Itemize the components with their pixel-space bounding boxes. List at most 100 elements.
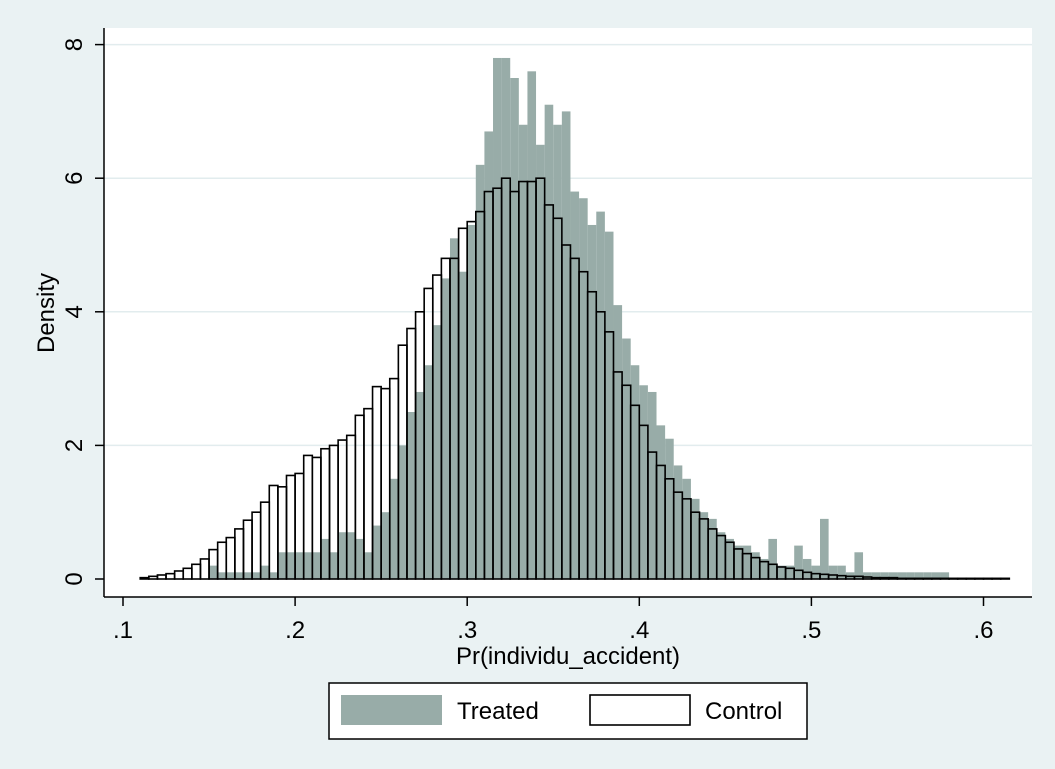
- treated-bar-64: [690, 498, 700, 579]
- control-bar-85: [870, 576, 882, 580]
- control-bar-98: [982, 577, 993, 580]
- treated-bar-20: [312, 552, 321, 579]
- control-bar-91: [922, 577, 933, 580]
- control-bar-95: [956, 577, 968, 580]
- treated-bar-27: [372, 525, 382, 579]
- treated-bar-56: [622, 338, 631, 579]
- treated-bar-74: [776, 565, 786, 579]
- treated-bar-49: [561, 111, 571, 580]
- treated-bar-65: [699, 512, 709, 579]
- treated-bar-52: [587, 224, 597, 579]
- y-tick-label-0: 0: [61, 572, 88, 585]
- treated-bar-54: [604, 231, 614, 579]
- treated-bar-12: [243, 572, 253, 579]
- treated-bar-71: [751, 552, 760, 579]
- control-bar-100: [999, 577, 1011, 580]
- x-tick-label-4: .5: [801, 617, 821, 644]
- treated-bar-36: [449, 238, 459, 579]
- treated-bar-24: [346, 532, 356, 579]
- treated-bar-19: [303, 552, 313, 579]
- y-axis-title: Density: [33, 273, 60, 353]
- treated-bar-33: [424, 365, 433, 579]
- treated-bar-59: [647, 391, 657, 579]
- treated-bar-44: [518, 124, 528, 579]
- tick-labels: .1 .2 .3 .4 .5 .6 0 2 4 6 8: [61, 38, 994, 644]
- treated-bar-45: [527, 71, 537, 579]
- treated-bar-17: [286, 552, 296, 579]
- control-bar-97: [974, 577, 985, 580]
- treated-bar-79: [820, 518, 829, 579]
- treated-bar-15: [269, 572, 278, 579]
- treated-bar-93: [940, 572, 950, 579]
- control-bar-88: [896, 577, 907, 580]
- treated-bar-9: [217, 572, 227, 579]
- control-bar-99: [991, 577, 1002, 580]
- treated-bar-75: [785, 565, 795, 579]
- x-axis-title: Pr(individu_accident): [456, 643, 680, 670]
- x-tick-label-1: .2: [285, 617, 305, 644]
- treated-bar-34: [432, 325, 442, 579]
- treated-bar-84: [863, 572, 872, 579]
- treated-bar-60: [656, 425, 666, 579]
- treated-bar-43: [510, 78, 519, 579]
- treated-bar-47: [544, 104, 554, 579]
- treated-bar-14: [260, 565, 270, 579]
- treated-bar-13: [252, 572, 261, 579]
- treated-bar-35: [441, 278, 450, 579]
- treated-bar-41: [493, 57, 502, 579]
- axes: [95, 28, 1032, 606]
- treated-bar-28: [381, 512, 390, 579]
- treated-bar-91: [923, 572, 932, 579]
- treated-bar-83: [854, 552, 864, 579]
- treated-bar-55: [613, 305, 623, 579]
- x-tick-label-0: .1: [113, 617, 133, 644]
- treated-bar-90: [914, 572, 924, 579]
- treated-bar-81: [837, 565, 846, 579]
- treated-bar-89: [906, 572, 915, 579]
- treated-bar-57: [630, 365, 640, 579]
- treated-bar-38: [467, 224, 476, 579]
- treated-bar-78: [811, 565, 821, 579]
- treated-bar-69: [733, 545, 743, 579]
- treated-bar-77: [802, 558, 812, 579]
- treated-bar-46: [536, 144, 545, 580]
- control-bar-0: [139, 576, 150, 580]
- treated-bar-25: [355, 538, 364, 579]
- legend-label-treated: Treated: [457, 698, 539, 725]
- treated-bar-85: [871, 572, 881, 579]
- treated-bar-86: [880, 572, 889, 579]
- control-bar-89: [905, 577, 916, 580]
- treated-bar-58: [639, 385, 648, 579]
- treated-bar-76: [794, 545, 803, 579]
- treated-bar-63: [682, 478, 691, 579]
- treated-bar-37: [458, 271, 468, 579]
- control-bar-96: [965, 577, 976, 580]
- treated-bar-31: [406, 412, 416, 579]
- y-tick-label-4: 8: [61, 38, 88, 51]
- treated-bar-39: [475, 164, 485, 579]
- legend-label-control: Control: [705, 698, 782, 725]
- treated-bar-61: [665, 438, 674, 579]
- treated-bar-66: [708, 518, 717, 579]
- y-tick-label-3: 6: [61, 172, 88, 185]
- control-bar-94: [948, 577, 959, 580]
- treated-bar-92: [931, 572, 941, 579]
- control-bar-93: [939, 577, 950, 580]
- control-bar-86: [879, 576, 890, 580]
- y-tick-label-2: 4: [61, 305, 88, 318]
- treated-bar-67: [716, 532, 726, 579]
- treated-bar-87: [888, 572, 898, 579]
- treated-bar-29: [389, 478, 399, 579]
- treated-bar-16: [277, 552, 287, 579]
- treated-bar-62: [673, 465, 683, 579]
- control-bars: [139, 177, 1011, 580]
- treated-bar-32: [415, 391, 425, 579]
- treated-bars: [209, 57, 950, 580]
- treated-bar-10: [226, 572, 235, 579]
- treated-bar-70: [742, 545, 752, 579]
- treated-bar-30: [398, 445, 407, 579]
- treated-bar-21: [320, 538, 330, 579]
- treated-bar-80: [828, 565, 838, 579]
- treated-bar-8: [209, 565, 218, 579]
- treated-bar-73: [768, 538, 777, 579]
